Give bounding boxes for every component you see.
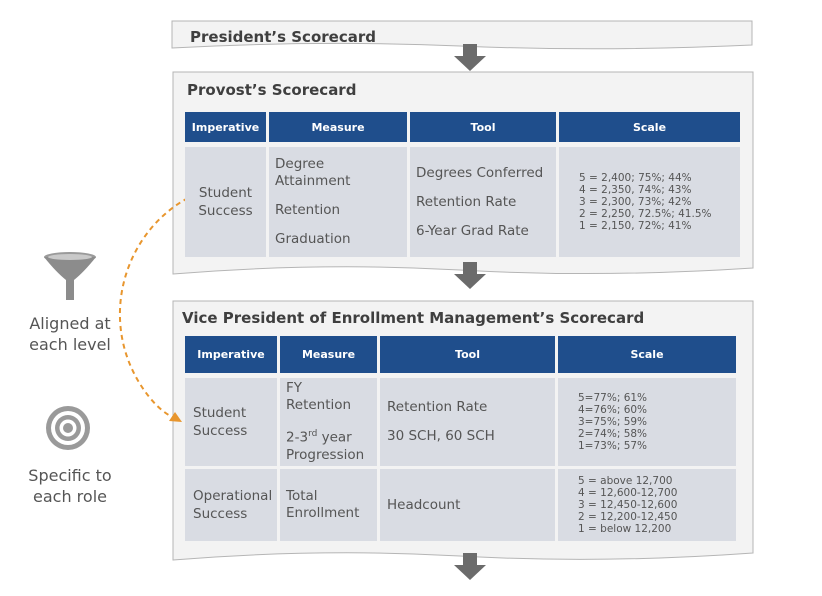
president-scorecard-box: [171, 20, 753, 50]
scale-cell: 5 = 2,400; 75%; 44% 4 = 2,350, 74%; 43% …: [559, 147, 740, 257]
scale-cell: 5=77%; 61% 4=76%; 60% 3=75%; 59% 2=74%; …: [558, 378, 736, 466]
tool-cell: Degrees Conferred Retention Rate 6-Year …: [410, 147, 556, 257]
table-row: Operational Success Total Enrollment Hea…: [185, 469, 736, 541]
imperative-cell: Operational Success: [185, 469, 277, 541]
measure-cell: FY Retention 2-3rd year Progression: [280, 378, 377, 466]
vp-scorecard-title: Vice President of Enrollment Management’…: [182, 309, 645, 327]
dashed-connector: [119, 197, 189, 419]
header-imperative: Imperative: [185, 112, 266, 142]
down-arrow-icon-3: [454, 553, 486, 580]
imperative-cell: Student Success: [185, 147, 266, 257]
imperative-cell: Student Success: [185, 378, 277, 466]
aligned-label: Aligned at each level: [29, 314, 111, 354]
down-arrow-icon-2: [454, 262, 486, 289]
provost-scorecard-table: Imperative Measure Tool Scale Student Su…: [182, 112, 743, 257]
table-row: Student Success FY Retention 2-3rd year …: [185, 378, 736, 466]
measure-cell: Degree Attainment Retention Graduation: [269, 147, 407, 257]
provost-scorecard-title: Provost’s Scorecard: [187, 81, 357, 99]
dashed-connector-arrowhead-icon: [169, 412, 182, 422]
scale-cell: 5 = above 12,700 4 = 12,600-12,700 3 = 1…: [558, 469, 736, 541]
tool-cell: Retention Rate 30 SCH, 60 SCH: [380, 378, 555, 466]
header-scale: Scale: [559, 112, 740, 142]
header-tool: Tool: [380, 336, 555, 373]
header-measure: Measure: [280, 336, 377, 373]
table-row: Student Success Degree Attainment Retent…: [185, 147, 740, 257]
header-imperative: Imperative: [185, 336, 277, 373]
vp-scorecard-table: Imperative Measure Tool Scale Student Su…: [182, 336, 739, 541]
funnel-icon: [44, 252, 96, 300]
header-measure: Measure: [269, 112, 407, 142]
tool-cell: Headcount: [380, 469, 555, 541]
target-icon: [46, 406, 90, 450]
header-tool: Tool: [410, 112, 556, 142]
president-scorecard-title: President’s Scorecard: [190, 28, 376, 46]
measure-cell: Total Enrollment: [280, 469, 377, 541]
header-scale: Scale: [558, 336, 736, 373]
down-arrow-icon-1: [454, 44, 486, 71]
specific-label: Specific to each role: [28, 466, 112, 506]
